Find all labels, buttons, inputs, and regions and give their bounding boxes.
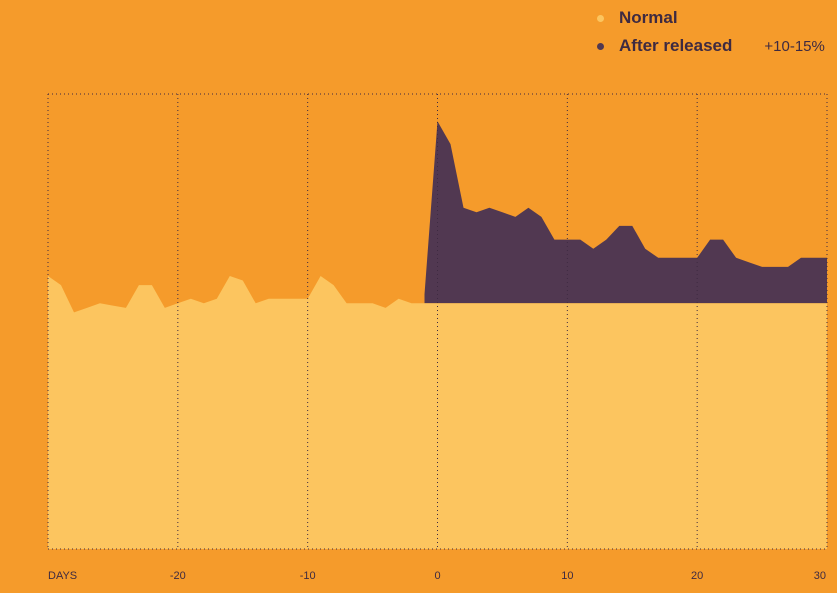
legend: Normal After released +10-15% [597, 4, 825, 60]
legend-item-after-released: After released +10-15% [597, 32, 825, 60]
x-tick-label: 10 [561, 570, 573, 582]
x-tick-label: DAYS [48, 570, 77, 582]
series-normal-area [48, 276, 827, 549]
legend-dot-after-released [597, 42, 604, 50]
legend-note-after-released: +10-15% [764, 37, 825, 55]
legend-label-after-released: After released [619, 36, 733, 55]
x-tick-label: 30 [814, 570, 826, 582]
legend-dot-normal [597, 14, 604, 22]
x-tick-label: 0 [434, 570, 440, 582]
x-tick-label: 20 [691, 570, 703, 582]
area-fills [48, 121, 827, 549]
x-axis-ticks: DAYS -20 -10 0 10 20 30 [48, 570, 826, 582]
series-after-released-area [424, 121, 827, 304]
legend-item-normal: Normal [597, 4, 825, 32]
x-tick-label: -10 [300, 570, 316, 582]
x-tick-label: -20 [170, 570, 186, 582]
legend-label-normal: Normal [619, 8, 678, 27]
